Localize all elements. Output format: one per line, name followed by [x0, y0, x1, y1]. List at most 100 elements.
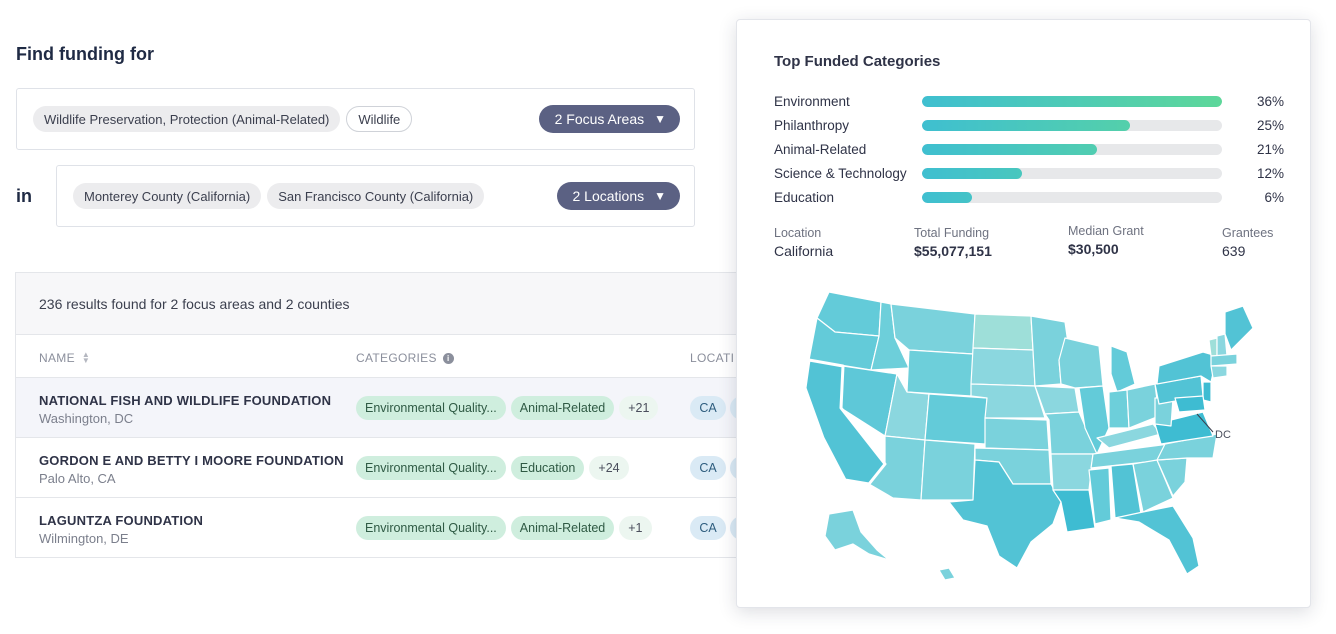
more-categories-badge[interactable]: +24 — [589, 456, 629, 480]
table-row[interactable]: NATIONAL FISH AND WILDLIFE FOUNDATION Wa… — [16, 377, 774, 437]
category-tag[interactable]: Environmental Quality... — [356, 396, 506, 420]
category-tag[interactable]: Education — [510, 456, 585, 480]
map-state-ks — [984, 417, 1050, 451]
map-state-oh — [1126, 383, 1160, 429]
table-row[interactable]: GORDON E AND BETTY I MOORE FOUNDATION Pa… — [16, 437, 774, 497]
category-tag[interactable]: Environmental Quality... — [356, 516, 506, 540]
foundation-name[interactable]: LAGUNTZA FOUNDATION — [39, 513, 204, 528]
stat-location-label: Location — [774, 226, 822, 240]
locations-count-label: 2 Locations — [572, 188, 645, 204]
category-tag[interactable]: Animal-Related — [510, 396, 615, 420]
in-label: in — [16, 186, 32, 206]
focus-areas-count-label: 2 Focus Areas — [554, 111, 645, 127]
stat-total-funding: Total Funding $55,077,151 — [914, 226, 992, 259]
bar-label: Environment — [774, 93, 850, 109]
bar-label: Education — [774, 189, 835, 205]
stat-median-grant-label: Median Grant — [1068, 224, 1144, 238]
map-state-va — [1154, 411, 1214, 445]
map-state-sd — [970, 347, 1036, 387]
map-state-vt — [1208, 337, 1218, 357]
map-state-me — [1224, 305, 1254, 351]
location-chip-monterey[interactable]: Monterey County (California) — [73, 183, 262, 209]
bar-row: Philanthropy 25% — [774, 116, 1284, 134]
map-state-la — [1052, 489, 1096, 533]
map-state-tx — [948, 459, 1062, 569]
info-icon[interactable]: i — [442, 352, 454, 364]
find-funding-title: Find funding for — [16, 44, 154, 64]
map-state-ct — [1210, 365, 1228, 379]
dc-label: DC — [1215, 429, 1231, 441]
map-state-ga — [1132, 459, 1174, 513]
bar-value-label: 12% — [1256, 165, 1284, 181]
bar-track — [922, 191, 1222, 203]
bar-value-label: 36% — [1256, 93, 1284, 109]
bar-label: Animal-Related — [774, 141, 867, 157]
map-state-in — [1108, 389, 1130, 429]
stat-median-grant: Median Grant $30,500 — [1068, 224, 1144, 257]
map-state-nj — [1202, 381, 1212, 403]
bar-fill — [922, 143, 1097, 155]
map-state-wy — [906, 349, 974, 397]
caret-down-icon: ▼ — [654, 112, 666, 126]
locations-dropdown-button[interactable]: 2 Locations ▼ — [556, 182, 680, 210]
map-state-nm — [920, 439, 976, 501]
column-header-name-label: NAME — [39, 351, 75, 365]
bar-row: Education 6% — [774, 188, 1284, 206]
bar-value-label: 21% — [1256, 141, 1284, 157]
funding-summary-panel: Top Funded Categories Environment 36% Phil… — [736, 19, 1311, 608]
foundation-location: Palo Alto, CA — [39, 471, 116, 486]
category-tags: Environmental Quality... Animal-Related … — [356, 516, 657, 540]
column-header-location: LOCATI — [690, 351, 734, 365]
bar-label: Science & Technology — [774, 165, 907, 181]
focus-area-filter[interactable]: Wildlife Preservation, Protection (Anima… — [16, 88, 695, 150]
category-tags: Environmental Quality... Animal-Related … — [356, 396, 663, 420]
bar-track — [922, 167, 1222, 179]
focus-chip-wildlife-preservation[interactable]: Wildlife Preservation, Protection (Anima… — [33, 106, 341, 132]
foundation-location: Washington, DC — [39, 411, 134, 426]
location-filter[interactable]: Monterey County (California) San Francis… — [56, 165, 695, 227]
more-categories-badge[interactable]: +21 — [619, 396, 659, 420]
bar-track — [922, 119, 1222, 131]
state-tag[interactable]: CA — [690, 396, 726, 420]
focus-chip-wildlife[interactable]: Wildlife — [346, 106, 413, 132]
stat-grantees: Grantees 639 — [1222, 226, 1273, 259]
more-categories-badge[interactable]: +1 — [619, 516, 652, 540]
state-tag[interactable]: CA — [690, 516, 726, 540]
bar-fill — [922, 191, 972, 203]
map-state-md — [1174, 395, 1206, 413]
stat-grantees-value: 639 — [1222, 243, 1246, 259]
location-chip-san-francisco[interactable]: San Francisco County (California) — [267, 183, 485, 209]
bar-row: Environment 36% — [774, 92, 1284, 110]
stat-total-funding-label: Total Funding — [914, 226, 990, 240]
focus-areas-dropdown-button[interactable]: 2 Focus Areas ▼ — [538, 105, 680, 133]
bar-track — [922, 143, 1222, 155]
us-choropleth-map[interactable]: DC — [799, 288, 1269, 588]
panel-title: Top Funded Categories — [774, 53, 941, 70]
category-tag[interactable]: Environmental Quality... — [356, 456, 506, 480]
stat-grantees-label: Grantees — [1222, 226, 1274, 240]
bar-fill — [922, 95, 1222, 107]
map-state-mi — [1110, 345, 1136, 393]
bar-track — [922, 95, 1222, 107]
dc-leader-line — [1196, 413, 1214, 433]
map-state-mt — [890, 303, 976, 355]
map-selection-outline — [803, 358, 887, 486]
map-state-ma — [1210, 353, 1238, 367]
column-header-name[interactable]: NAME ▲ ▼ — [39, 350, 91, 366]
caret-down-icon: ▼ — [654, 189, 666, 203]
bar-row: Animal-Related 21% — [774, 140, 1284, 158]
column-header-location-label: LOCATI — [690, 351, 735, 365]
map-state-ak — [824, 509, 890, 561]
stat-total-funding-value: $55,077,151 — [914, 243, 992, 259]
map-state-wi — [1058, 337, 1104, 389]
table-row[interactable]: LAGUNTZA FOUNDATION Wilmington, DE Envir… — [16, 497, 774, 557]
category-tag[interactable]: Animal-Related — [510, 516, 615, 540]
state-tag[interactable]: CA — [690, 456, 726, 480]
sort-icon[interactable]: ▲ ▼ — [81, 350, 91, 365]
bar-fill — [922, 119, 1131, 131]
stat-median-grant-value: $30,500 — [1068, 241, 1119, 257]
stat-location: Location California — [774, 226, 833, 259]
foundation-name[interactable]: NATIONAL FISH AND WILDLIFE FOUNDATION — [39, 393, 332, 408]
foundation-name[interactable]: GORDON E AND BETTY I MOORE FOUNDATION — [39, 453, 344, 468]
map-state-co — [924, 393, 988, 445]
